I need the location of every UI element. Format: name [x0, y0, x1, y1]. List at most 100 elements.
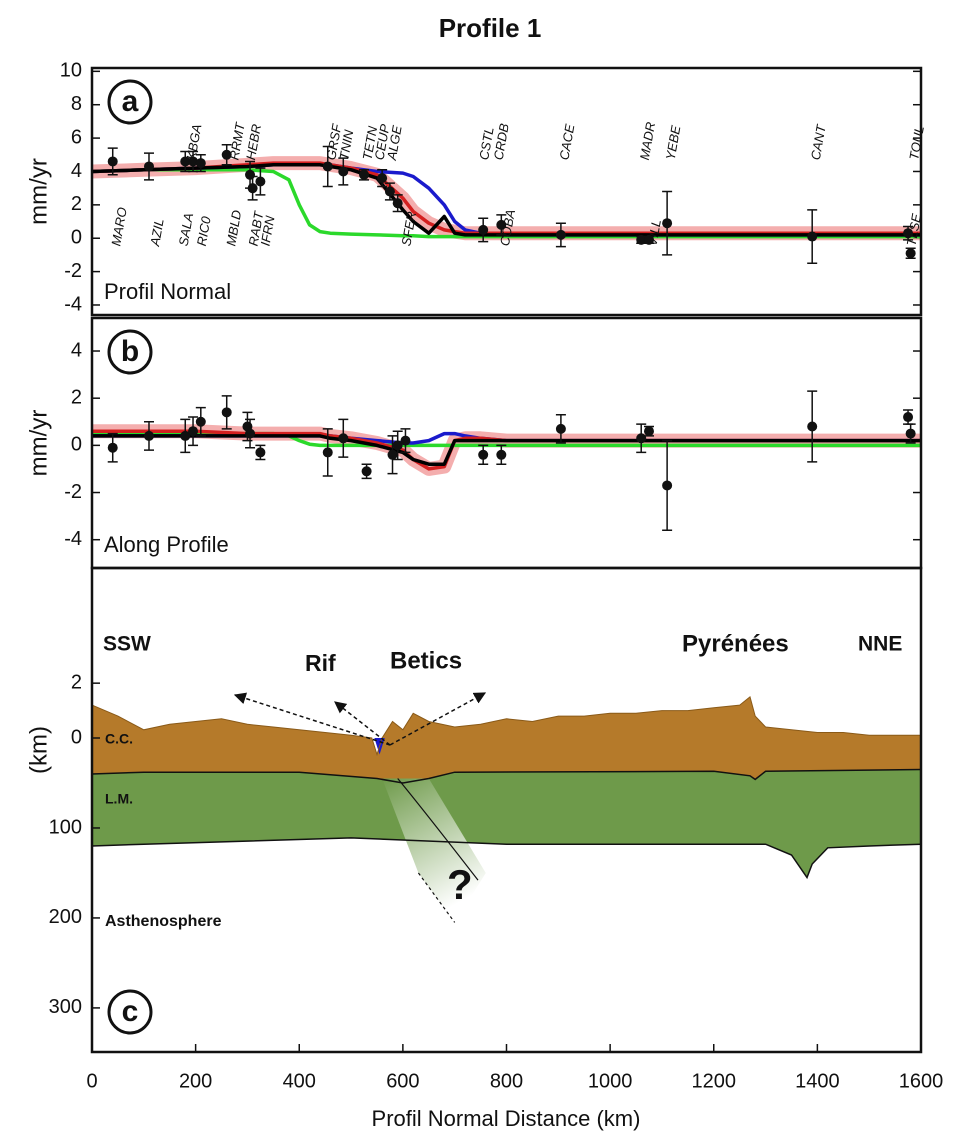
- station-label: MARO: [108, 206, 130, 247]
- panel: 0 2 100 200 300 SSW NNE Rif Betics Pyrénées C.C. L.…: [25, 568, 921, 1052]
- y-tick-label: 10: [60, 60, 82, 82]
- station-point: [906, 429, 916, 439]
- x-tick-label: 600: [386, 1070, 419, 1092]
- station-point: [323, 161, 333, 171]
- station-point: [662, 480, 672, 490]
- station-point: [255, 176, 265, 186]
- station-point: [393, 198, 403, 208]
- panel-letter: b: [121, 335, 139, 368]
- station-point: [636, 433, 646, 443]
- x-tick-label: 200: [179, 1070, 212, 1092]
- section-label: Pyrénées: [682, 630, 789, 657]
- x-tick-label: 1600: [899, 1070, 944, 1092]
- model-line: [92, 436, 921, 464]
- station-label: YEBE: [663, 124, 684, 161]
- y-axis-label: mm/yr: [25, 410, 52, 477]
- section-label: Betics: [390, 647, 462, 674]
- station-label: VILL: [645, 218, 664, 247]
- section-label: Asthenosphere: [105, 913, 222, 930]
- section-label: C.C.: [105, 731, 133, 747]
- y-tick-label: 2: [71, 386, 82, 408]
- station-point: [388, 450, 398, 460]
- y-axis-label: (km): [25, 726, 52, 774]
- station-point: [338, 433, 348, 443]
- station-label: SFER: [398, 210, 419, 247]
- y-tick-label: 100: [49, 816, 82, 838]
- y-tick-label: 0: [71, 434, 82, 456]
- y-tick-label: 4: [71, 160, 82, 182]
- station-point: [377, 173, 387, 183]
- station-label: MBLD: [223, 209, 244, 247]
- station-point: [556, 424, 566, 434]
- station-point: [662, 218, 672, 228]
- station-point: [807, 421, 817, 431]
- panel: -4-20246810KBGARRMTHEBRGRSFTNINTETNCEUPA…: [25, 60, 927, 316]
- station-label: TOUL: [906, 125, 927, 162]
- y-tick-label: -2: [64, 260, 82, 282]
- y-tick-label: -4: [64, 528, 82, 550]
- station-point: [255, 447, 265, 457]
- chart-title: Profile 1: [439, 13, 542, 43]
- section-label: SSW: [103, 633, 151, 656]
- station-point: [400, 436, 410, 446]
- station-point: [807, 232, 817, 242]
- y-tick-label: 0: [71, 726, 82, 748]
- station-point: [108, 156, 118, 166]
- crust-fill: [92, 697, 921, 783]
- section-label: L.M.: [105, 791, 133, 807]
- y-tick-label: 2: [71, 193, 82, 215]
- station-point: [338, 166, 348, 176]
- station-point: [222, 407, 232, 417]
- panel-label: Along Profile: [104, 532, 229, 557]
- y-tick-label: 2: [71, 671, 82, 693]
- station-point: [323, 447, 333, 457]
- station-point: [188, 426, 198, 436]
- x-tick-label: 1000: [588, 1070, 633, 1092]
- station-label: CACE: [556, 123, 577, 161]
- x-tick-label: 0: [86, 1070, 97, 1092]
- y-tick-label: 200: [49, 906, 82, 928]
- station-label: RIC0: [194, 215, 214, 248]
- station-point: [906, 248, 916, 258]
- station-point: [144, 161, 154, 171]
- y-tick-label: -4: [64, 293, 82, 315]
- station-label: COBA: [497, 208, 518, 247]
- y-axis-label: mm/yr: [25, 158, 52, 225]
- y-tick-label: 6: [71, 126, 82, 148]
- y-tick-label: 8: [71, 93, 82, 115]
- station-point: [108, 443, 118, 453]
- panel: -4 -2 0 2 4 Along Profile mm/yr b: [25, 318, 921, 568]
- panel-label: Profil Normal: [104, 279, 231, 304]
- station-point: [196, 417, 206, 427]
- station-point: [245, 429, 255, 439]
- section-label: ?: [447, 861, 473, 908]
- station-label: CANT: [808, 123, 829, 161]
- x-tick-label: 400: [283, 1070, 316, 1092]
- x-tick-label: 1200: [692, 1070, 737, 1092]
- y-tick-label: 300: [49, 996, 82, 1018]
- station-point: [478, 225, 488, 235]
- panel-letter: a: [122, 85, 139, 118]
- section-label: Rif: [305, 650, 336, 676]
- station-label: SALA: [176, 212, 197, 247]
- y-tick-label: 4: [71, 339, 82, 361]
- y-tick-label: 0: [71, 227, 82, 249]
- station-point: [903, 412, 913, 422]
- station-point: [644, 426, 654, 436]
- x-tick-label: 1400: [795, 1070, 840, 1092]
- station-label: MADR: [637, 121, 658, 161]
- panel-letter: c: [122, 995, 139, 1028]
- station-point: [478, 450, 488, 460]
- x-tick-label: 800: [490, 1070, 523, 1092]
- x-axis-label: Profil Normal Distance (km): [372, 1106, 641, 1131]
- station-point: [144, 431, 154, 441]
- y-tick-label: -2: [64, 481, 82, 503]
- section-label: NNE: [858, 633, 902, 656]
- station-label: CRDB: [491, 122, 512, 161]
- figure: Profile 1 Profil Normal Distance (km) -4…: [0, 0, 955, 1138]
- station-point: [245, 170, 255, 180]
- station-label: AZIL: [147, 217, 167, 248]
- station-point: [496, 450, 506, 460]
- station-point: [359, 170, 369, 180]
- station-point: [362, 466, 372, 476]
